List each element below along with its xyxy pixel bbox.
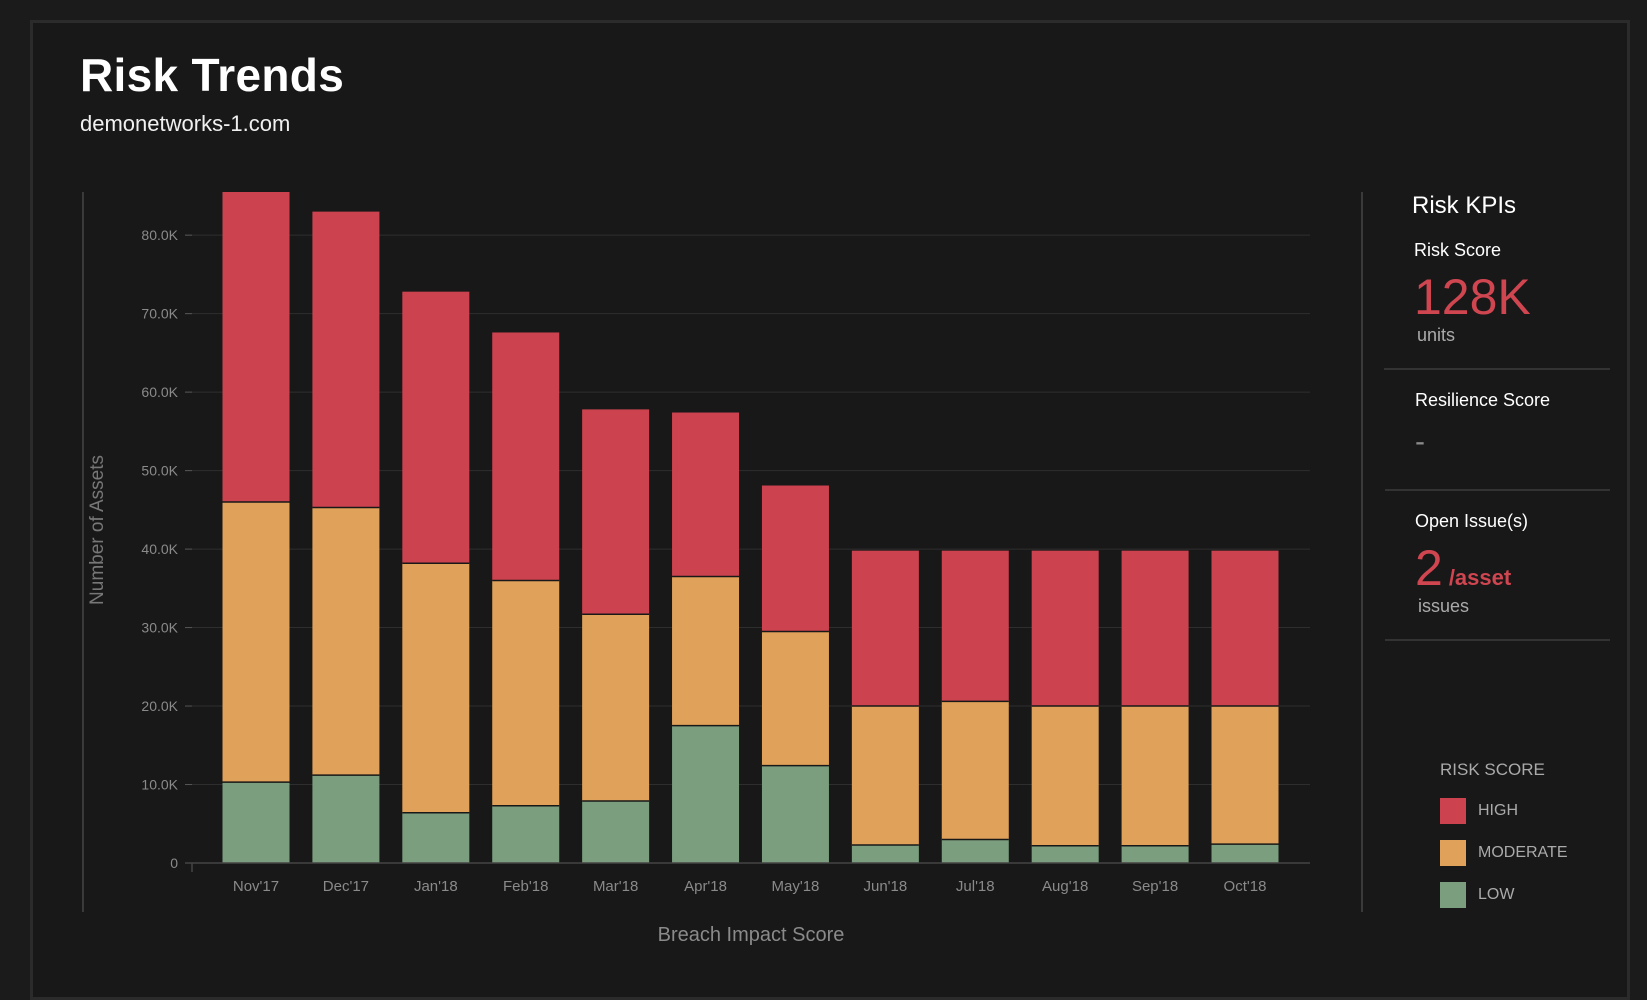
x-tick-label: Feb'18 [503,878,548,895]
kpi-resilience-score-value: - [1415,425,1425,458]
bar-segment-low[interactable] [222,782,290,863]
kpi-risk-score: Risk Score 128K units [1384,220,1610,370]
y-tick-label: 10.0K [141,777,178,793]
bar-segment-moderate[interactable] [582,614,650,802]
bar-segment-low[interactable] [402,812,470,863]
legend-label-high: HIGH [1478,802,1518,819]
bar-segment-low[interactable] [1031,845,1099,863]
bar-segment-high[interactable] [1031,550,1099,707]
x-tick-label: Aug'18 [1042,878,1088,895]
y-axis-label: Number of Assets [87,455,108,605]
legend-item-low[interactable]: LOW [1440,874,1567,916]
kpi-risk-score-unit: units [1417,325,1456,345]
y-tick-label: 40.0K [141,541,178,557]
dashboard-panel [30,20,1630,1000]
bar-segment-low[interactable] [312,775,380,863]
bar-segment-high[interactable] [941,550,1009,702]
kpi-divider [1361,192,1363,912]
bar-segment-moderate[interactable] [672,576,740,726]
bar-segment-moderate[interactable] [492,580,560,806]
kpi-resilience-score-label: Resilience Score [1415,390,1551,410]
chart-bars [222,192,1279,863]
bar-segment-low[interactable] [851,844,919,863]
x-tick-label: Sep'18 [1132,878,1178,895]
bar-segment-moderate[interactable] [761,631,829,766]
bar-segment-high[interactable] [851,550,919,707]
bar-segment-moderate[interactable] [312,507,380,776]
chart-legend: RISK SCORE HIGH MODERATE LOW [1440,760,1567,916]
bar-segment-low[interactable] [1121,845,1189,863]
x-tick-label: Jun'18 [863,878,907,895]
bar-segment-moderate[interactable] [851,706,919,845]
x-tick-label: Mar'18 [593,878,638,895]
bar-segment-low[interactable] [672,725,740,863]
x-axis-label: Breach Impact Score [658,924,845,946]
kpi-open-issues-per: /asset [1448,565,1512,590]
x-tick-label: May'18 [772,878,820,895]
kpi-open-issues: Open Issue(s) 2/asset issues [1385,491,1610,641]
kpi-risk-score-label: Risk Score [1414,240,1502,260]
x-tick-label: Apr'18 [684,878,727,895]
kpi-risk-score-value: 128K [1414,269,1531,325]
stacked-bar-chart: 0 10.0K 20.0K 30.0K 40.0K 50.0K 60.0K 70.0K 80.0… [87,192,1310,946]
legend-label-moderate: MODERATE [1478,844,1568,861]
x-tick-label: Nov'17 [233,878,279,895]
legend-swatch-moderate [1440,840,1466,866]
bar-segment-high[interactable] [672,412,740,577]
bar-segment-moderate[interactable] [402,563,470,813]
kpi-open-issues-label: Open Issue(s) [1415,511,1529,531]
page-title: Risk Trends [80,49,345,101]
bar-segment-high[interactable] [312,211,380,508]
y-axis-ticks: 0 10.0K 20.0K 30.0K 40.0K 50.0K 60.0K 70.0K 80.0… [141,227,192,871]
legend-title: RISK SCORE [1440,760,1545,779]
y-tick-label: 0 [170,855,178,871]
risk-kpis-panel: Risk KPIs Risk Score 128K units Resilien… [1384,190,1610,641]
bar-segment-low[interactable] [941,839,1009,863]
x-tick-label: Dec'17 [323,878,369,895]
y-tick-label: 20.0K [141,698,178,714]
legend-swatch-high [1440,798,1466,824]
bar-segment-moderate[interactable] [222,501,290,783]
y-tick-label: 50.0K [141,463,178,479]
bar-segment-low[interactable] [761,765,829,863]
bar-segment-high[interactable] [582,409,650,615]
kpi-open-issues-unit: issues [1418,596,1470,616]
bar-segment-high[interactable] [492,332,560,581]
x-tick-label: Oct'18 [1224,878,1267,895]
kpi-heading: Risk KPIs [1412,192,1517,219]
x-tick-label: Jul'18 [956,878,995,895]
bar-segment-low[interactable] [492,805,560,863]
bar-segment-moderate[interactable] [941,701,1009,840]
bar-segment-moderate[interactable] [1211,706,1279,845]
legend-item-high[interactable]: HIGH [1440,790,1567,832]
bar-segment-low[interactable] [582,801,650,863]
bar-segment-high[interactable] [1121,550,1189,707]
bar-segment-high[interactable] [1211,550,1279,707]
legend-swatch-low [1440,882,1466,908]
bar-segment-high[interactable] [761,485,829,632]
legend-label-low: LOW [1478,886,1515,903]
bar-segment-low[interactable] [1211,844,1279,863]
chart-left-border [82,192,84,912]
x-tick-label: Jan'18 [414,878,458,895]
bar-segment-moderate[interactable] [1031,706,1099,846]
kpi-open-issues-value: 2 [1415,540,1443,596]
y-tick-label: 60.0K [141,384,178,400]
bar-segment-high[interactable] [222,192,290,502]
x-axis-ticks: Nov'17 Dec'17 Jan'18 Feb'18 Mar'18 Apr'18 May'… [233,878,1267,895]
y-tick-label: 30.0K [141,620,178,636]
y-tick-label: 70.0K [141,306,178,322]
page-subtitle: demonetworks-1.com [80,111,291,136]
kpi-open-issues-row: 2/asset [1415,540,1610,596]
y-tick-label: 80.0K [141,227,178,243]
bar-segment-moderate[interactable] [1121,706,1189,846]
bar-segment-high[interactable] [402,291,470,564]
legend-item-moderate[interactable]: MODERATE [1440,832,1567,874]
kpi-resilience-score: Resilience Score - [1385,370,1610,491]
